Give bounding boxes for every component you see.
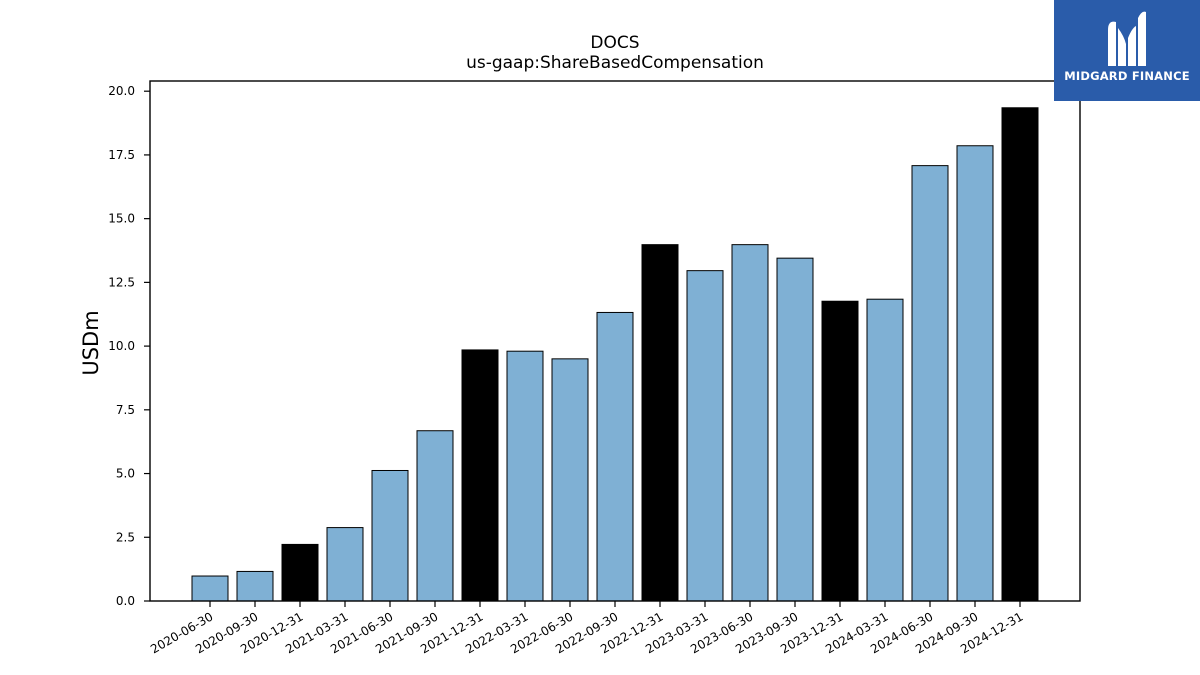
plot-frame [149, 80, 1081, 602]
logo-text: MIDGARD FINANCE [1064, 69, 1190, 83]
y-tick-label: 20.0 [108, 84, 135, 98]
bar-2024-03-31 [866, 298, 904, 602]
bar-2022-12-31 [641, 244, 679, 602]
bar-2024-12-31 [1001, 107, 1039, 602]
chart-subtitle: us-gaap:ShareBasedCompensation [466, 53, 764, 73]
chart-title: DOCS [590, 33, 639, 53]
bar-2020-09-30 [236, 570, 274, 602]
x-axis-ticks: 2020-06-302020-09-302020-12-312021-03-31… [148, 601, 1026, 656]
y-tick-label: 15.0 [108, 212, 135, 226]
bar-2021-03-31 [326, 527, 364, 602]
y-tick-label: 12.5 [108, 275, 135, 289]
bar-2022-06-30 [551, 358, 589, 602]
y-tick-label: 7.5 [116, 403, 135, 417]
bar-2024-06-30 [911, 165, 949, 602]
bar-2020-06-30 [191, 575, 229, 602]
y-tick-label: 0.0 [116, 594, 135, 608]
bar-2023-03-31 [686, 270, 724, 602]
y-axis-ticks: 0.0 2.5 5.0 7.5 10.0 12.5 15.0 17.5 20.0 [108, 84, 150, 608]
bar-2021-06-30 [371, 469, 409, 602]
bar-2023-06-30 [731, 244, 769, 602]
bar-2022-03-31 [506, 350, 544, 602]
y-axis-label: USDm [79, 310, 103, 375]
bar-2022-09-30 [596, 311, 634, 602]
bar-2021-12-31 [461, 349, 499, 602]
bars-group [191, 107, 1039, 602]
midgard-finance-logo: MIDGARD FINANCE [1054, 0, 1200, 101]
bar-2024-09-30 [956, 145, 994, 602]
y-tick-label: 17.5 [108, 148, 135, 162]
bar-2020-12-31 [281, 543, 319, 602]
y-tick-label: 10.0 [108, 339, 135, 353]
bar-2021-09-30 [416, 430, 454, 602]
bar-2023-12-31 [821, 300, 859, 602]
y-tick-label: 5.0 [116, 467, 135, 481]
y-tick-label: 2.5 [116, 530, 135, 544]
midgard-logo-mark-icon [1108, 11, 1146, 67]
bar-2023-09-30 [776, 257, 814, 602]
